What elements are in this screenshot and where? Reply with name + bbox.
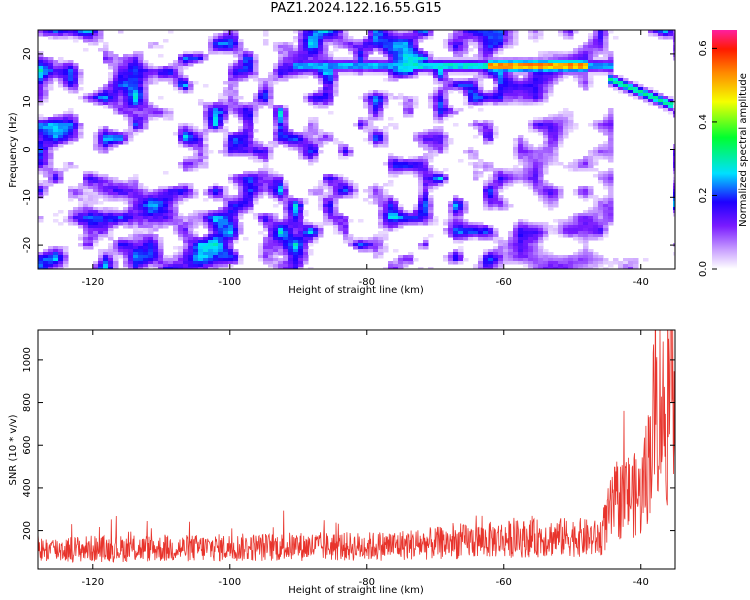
snr-ylabel: SNR (10 * v/v) [8,414,19,485]
snr-xtick-label: -40 [633,577,649,588]
snr-ytick-label: 1000 [22,347,33,372]
snr-xlabel: Height of straight line (km) [288,585,424,596]
spectrogram-ytick-label: 0 [22,146,33,152]
snr-ytick-label: 400 [22,478,33,497]
snr-ytick-label: 800 [22,393,33,412]
spectrogram-xtick-label: -40 [633,277,649,288]
spectrogram-ytick-label: 20 [22,48,33,61]
spectrogram-ytick-label: -20 [22,237,33,253]
spectrogram-ylabel: Frequency (Hz) [8,112,19,188]
spectrogram-ytick-label: 10 [22,95,33,108]
spectrogram-xtick-label: -120 [81,277,104,288]
spectrogram-ytick-label: -10 [22,189,33,205]
colorbar-tick-label: 0.2 [698,188,709,204]
colorbar-tick-label: 0.4 [698,114,709,130]
snr-series-line [38,330,675,563]
spectrogram-xtick-label: -100 [218,277,241,288]
spectrogram-area [38,30,675,269]
snr-ytick-label: 600 [22,436,33,455]
colorbar: 0.0 0.2 0.4 0.6 Normalized spectral amplitu… [698,30,749,277]
colorbar-tick-label: 0.6 [698,40,709,56]
snr-frame [37,329,676,570]
snr-xtick-label: -120 [81,577,104,588]
snr-ytick-label: 200 [22,521,33,540]
spectrogram-xlabel: Height of straight line (km) [288,285,424,296]
spectrogram-xtick-label: -80 [359,277,375,288]
spectrogram-xtick-label: -60 [496,277,512,288]
chart-title: PAZ1.2024.122.16.55.G15 [270,1,442,16]
colorbar-tick-label: 0.0 [698,261,709,277]
snr-panel: -120 -100 -80 -60 -40 200 400 600 800 1000 [22,329,676,588]
snr-xtick-label: -100 [218,577,241,588]
colorbar-label: Normalized spectral amplitude [738,73,749,227]
snr-xtick-label: -80 [359,577,375,588]
snr-xtick-label: -60 [496,577,512,588]
colorbar-gradient [712,30,737,269]
